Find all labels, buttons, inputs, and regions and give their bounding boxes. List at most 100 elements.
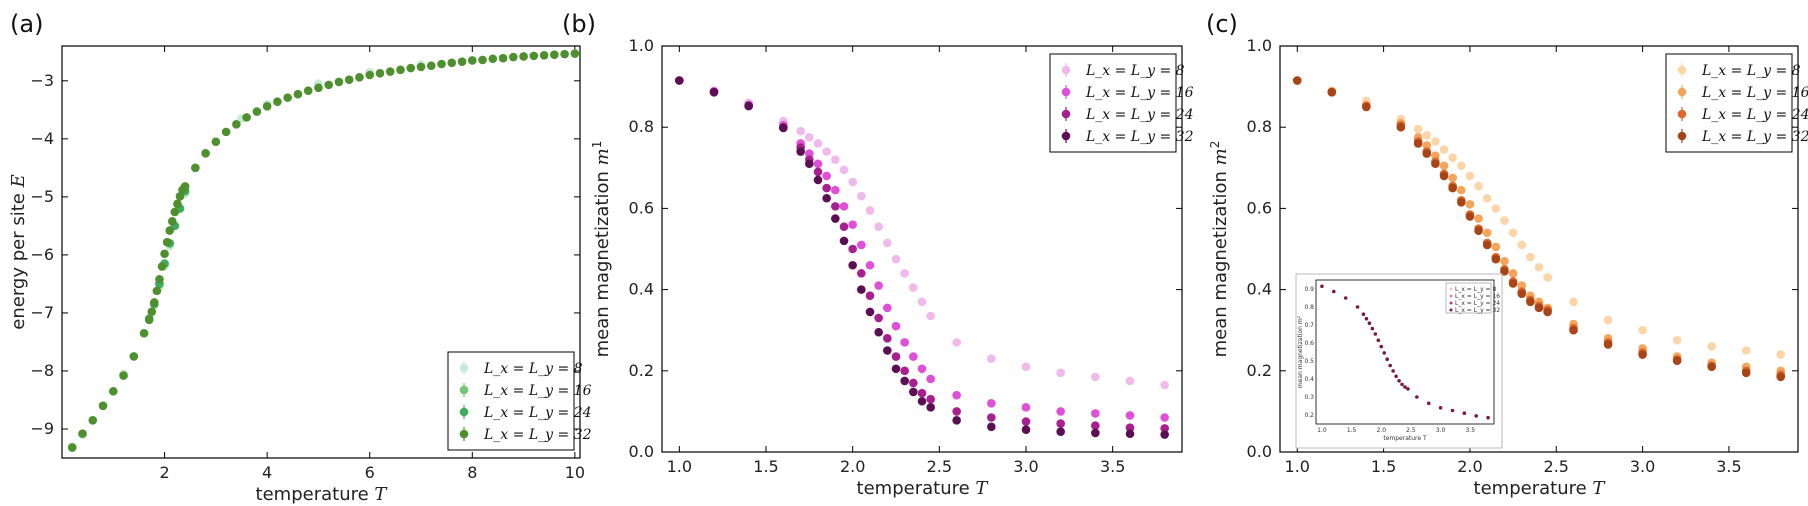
data-point [344,75,354,84]
x-axis-title-var: T [1592,478,1606,499]
inset-data-point [1373,332,1378,336]
y-tick-label: 0.0 [629,442,654,461]
y-tick-label: −8 [30,361,54,380]
data-point [1741,368,1751,378]
data-point [813,159,823,169]
data-point [1508,279,1518,288]
data-point [1448,173,1457,183]
data-point [303,86,313,95]
legend-box [447,351,575,451]
data-point [1508,269,1518,278]
data-point [865,206,875,215]
data-point [952,390,961,400]
inset-data-point [1320,284,1324,289]
data-points [1292,76,1786,382]
inset-legend-entry: L_x = L_y = 24 [1455,300,1500,307]
y-axis-title-text: energy per site [8,187,29,329]
y-axis-title-var: m [592,148,613,165]
data-point [467,56,477,65]
y-axis-title-var: E [8,174,29,188]
data-point [1160,413,1169,422]
data-point [1091,421,1100,430]
data-point [1707,362,1716,372]
data-point [1474,226,1483,236]
y-axis-title: mean magnetization m2 [1208,141,1231,358]
data-point [1482,240,1492,250]
data-point [987,398,996,408]
data-point [355,73,364,82]
data-point [1439,171,1449,181]
data-point [1491,242,1501,252]
data-point [152,286,162,296]
data-point [570,49,580,58]
panel-3: (c) 1.0 1.5 2.0 2.5 3.0 3.5 0.0 0.2 0.4 0.6 0.8 1.0 t… [1206,10,1808,499]
inset-legend-entry: L_x = L_y = 8 [1455,286,1496,293]
data-point [1672,356,1682,365]
data-point [1474,181,1483,191]
data-point [1125,429,1135,439]
series-1 [675,76,1169,390]
data-point [848,244,857,254]
inset-y-tick-label: 0.9 [1304,286,1314,293]
inset-data-point [1379,344,1384,349]
data-point [839,222,849,231]
y-tick-label: 0.8 [1247,117,1272,136]
data-point [805,159,814,169]
data-point [1091,372,1100,382]
inset-data-point [1382,351,1387,355]
y-tick-label: −3 [30,71,54,90]
inset-legend: L_x = L_y = 8L_x = L_y = 16L_x = L_y = 2… [1445,282,1500,314]
data-point [744,101,753,111]
data-point [1056,368,1065,378]
data-point [909,352,918,361]
x-axis-title: temperature T [256,484,389,505]
inset-legend-entry: L_x = L_y = 32 [1455,307,1500,314]
y-tick-label: 0.4 [1247,280,1272,299]
data-point [891,364,901,374]
legend-marker [459,385,469,395]
data-point [805,133,814,142]
data-point [385,67,395,76]
legend-entry: L_x = L_y = 8 [1701,63,1801,79]
inset-y-tick-label: 0.3 [1304,394,1314,401]
inset-data-point [1486,415,1490,420]
inset-legend-marker [1449,294,1453,298]
data-point [891,254,901,264]
inset-data-point [1406,387,1410,391]
data-point [457,57,467,66]
x-axis-title-var: T [374,484,388,505]
data-point [926,374,935,384]
inset-legend-marker [1449,287,1453,291]
legend-entry: L_x = L_y = 8 [1085,63,1185,79]
legend: L_x = L_y = 8 L_x = L_y = 16 L_x = L_y = 2… [447,351,592,451]
data-point [155,274,164,284]
inset-y-tick-label: 0.2 [1304,412,1314,419]
data-point [1091,428,1100,438]
x-tick-label: 2.0 [840,457,865,476]
x-tick-label: 2.0 [1457,457,1482,476]
x-tick-label: 3.0 [1013,457,1038,476]
data-point [1465,212,1475,221]
data-point [839,236,849,246]
inset-data-point [1343,296,1348,300]
data-point [1741,346,1751,355]
data-point [1362,102,1371,112]
data-point [406,63,416,73]
data-point [478,55,487,65]
y-axis-title-sup: 2 [1208,141,1222,149]
inset-x-tick-label: 3.0 [1436,427,1446,434]
data-point [147,307,157,317]
inset-data-point [1391,369,1395,373]
data-point [1056,407,1065,416]
inset-y-tick-label: 0.4 [1304,376,1314,383]
inset-data-point [1438,406,1443,410]
data-point [917,297,927,307]
legend-entry: L_x = L_y = 16 [1701,85,1808,101]
data-point [1431,159,1440,169]
inset-data-point [1370,326,1375,331]
data-point [1422,141,1432,150]
inset-x-tick-label: 1.5 [1347,427,1357,434]
data-point [900,366,909,376]
data-point [900,376,909,386]
legend-entry: L_x = L_y = 32 [483,427,592,443]
